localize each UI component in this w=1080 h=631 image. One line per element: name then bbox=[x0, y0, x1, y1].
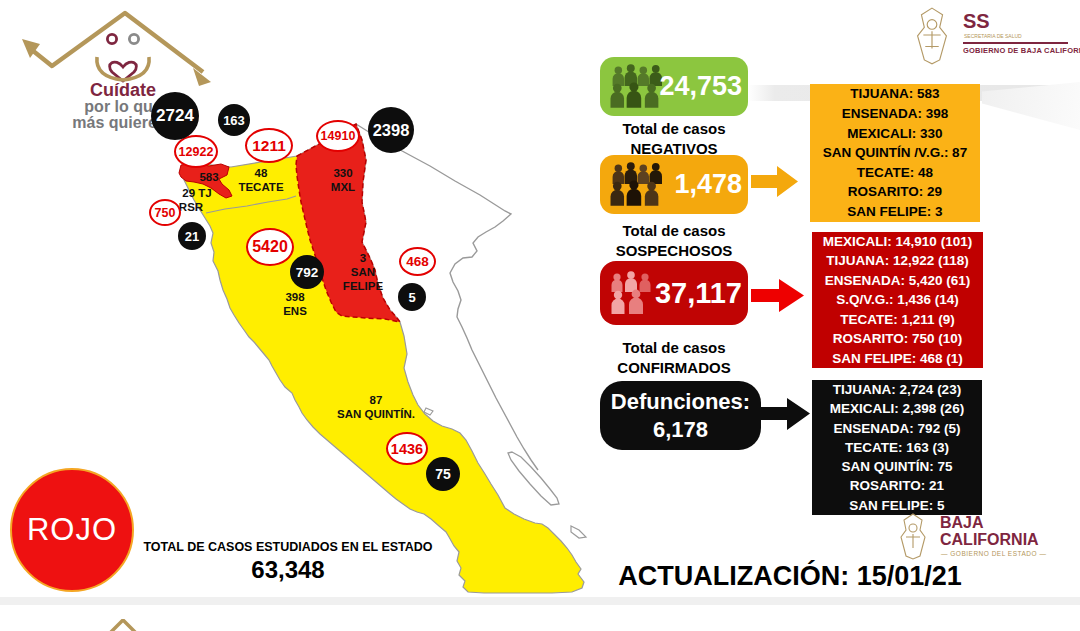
person-dot-left bbox=[107, 34, 116, 43]
sospechosos-card: 1,478 bbox=[600, 155, 748, 214]
ss-gov-text: GOBIERNO DE BAJA CALIFORNIA bbox=[963, 46, 1080, 55]
label-san-quintin: 87 SAN QUINTÍN. bbox=[316, 393, 436, 421]
red-arrow-icon bbox=[751, 276, 805, 315]
confirmados-card: 37,117 bbox=[600, 261, 748, 325]
negativos-caption: Total de casosNEGATIVOS bbox=[600, 119, 748, 159]
marker-deaths-tijuana: 2724 bbox=[151, 92, 199, 140]
marker-confirmed-san-felipe: 468 bbox=[399, 247, 436, 276]
confirmados-municipios-box: MEXICALI: 14,910 (101) TIJUANA: 12,922 (… bbox=[812, 232, 983, 368]
confirmados-caption: Total de casosCONFIRMADOS bbox=[600, 338, 748, 378]
marker-deaths-san-quintin: 75 bbox=[426, 457, 460, 491]
marker-deaths-ensenada: 792 bbox=[290, 255, 324, 289]
sospechosos-municipios-box: TIJUANA: 583 ENSENADA: 398 MEXICALI: 330… bbox=[810, 84, 980, 222]
sospechosos-value: 1,478 bbox=[674, 155, 742, 214]
marker-confirmed-rosarito: 750 bbox=[149, 199, 181, 226]
label-mexicali: 330 MXL bbox=[313, 166, 373, 194]
defunciones-label: Defunciones: bbox=[611, 388, 750, 416]
marker-confirmed-tecate: 1211 bbox=[245, 128, 293, 163]
ss-logo-text: SS bbox=[963, 10, 990, 33]
label-tecate: 48 TECATE bbox=[221, 166, 301, 194]
people-icons-yellow bbox=[605, 159, 667, 211]
people-icons-green bbox=[605, 61, 667, 113]
marker-deaths-rosarito: 21 bbox=[178, 222, 206, 250]
marker-confirmed-tijuana: 12922 bbox=[174, 135, 218, 168]
alert-level-badge: ROJO bbox=[10, 468, 134, 592]
marker-confirmed-mexicali: 14910 bbox=[316, 120, 360, 152]
peninsula-shape bbox=[184, 124, 584, 593]
estudiados-value: 63,348 bbox=[128, 556, 448, 584]
confirmados-value: 37,117 bbox=[655, 261, 742, 325]
people-icons-red bbox=[606, 267, 662, 319]
estudiados-label: TOTAL DE CASOS ESTUDIADOS EN EL ESTADO bbox=[128, 540, 448, 554]
island-outline bbox=[508, 452, 559, 505]
marker-confirmed-ensenada: 5420 bbox=[246, 228, 294, 266]
person-dot-right bbox=[129, 34, 138, 43]
bc-logo-line2: CALIFORNIA bbox=[940, 531, 1039, 549]
alert-level-text: ROJO bbox=[27, 512, 117, 548]
sospechosos-caption: Total de casosSOSPECHOSOS bbox=[600, 221, 748, 261]
negativos-card: 24,753 bbox=[600, 57, 748, 116]
next-slide-chevron bbox=[104, 619, 144, 631]
covid-dashboard-slide: 583 29 TJ RSR 48 TECATE 330 MXL 3 SAN FE… bbox=[0, 0, 1080, 631]
small-island bbox=[571, 526, 586, 538]
marker-deaths-tecate: 163 bbox=[218, 104, 250, 136]
ss-emblem-icon bbox=[908, 5, 956, 65]
bc-emblem-icon bbox=[893, 512, 933, 560]
yellow-arrow-icon bbox=[751, 163, 799, 200]
ss-logo-subtext: SECRETARIA DE SALUD bbox=[964, 33, 1022, 39]
label-rosarito-suspects: 29 TJ bbox=[172, 186, 222, 200]
marker-confirmed-san-quintin: 1436 bbox=[386, 432, 428, 465]
negativos-value: 24,753 bbox=[659, 57, 742, 116]
bc-logo-line1: BAJA bbox=[940, 514, 984, 532]
defunciones-box: Defunciones: 6,178 bbox=[600, 381, 761, 450]
ss-logo-divider bbox=[963, 42, 1068, 44]
label-san-felipe: 3 SAN FELIPE bbox=[333, 251, 393, 293]
marker-deaths-san-felipe: 5 bbox=[398, 283, 426, 311]
update-date: ACTUALIZACIÓN: 15/01/21 bbox=[600, 561, 980, 592]
defunciones-value: 6,178 bbox=[653, 416, 708, 444]
label-ensenada: 398 ENS bbox=[265, 290, 325, 318]
black-arrow-icon bbox=[761, 394, 811, 433]
defunciones-municipios-box: TIJUANA: 2,724 (23) MEXICALI: 2,398 (26)… bbox=[812, 380, 982, 515]
marker-deaths-mexicali: 2398 bbox=[368, 107, 414, 153]
bc-logo-sub: — GOBIERNO DEL ESTADO — bbox=[941, 550, 1046, 557]
